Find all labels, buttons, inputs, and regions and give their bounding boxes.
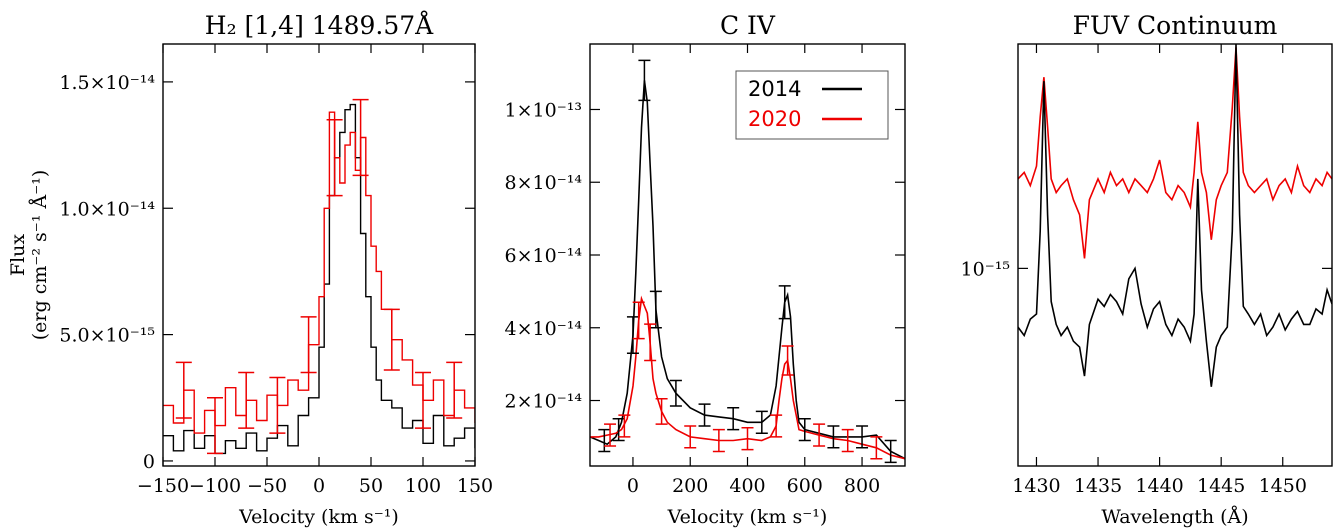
panel-1-ytick-label: 8×10⁻¹⁴ [505, 172, 583, 194]
panel-1-errorbar-2020 [684, 425, 697, 449]
panel-1-xtick-label: 400 [729, 475, 765, 497]
panel-1-errorbar-2020 [604, 423, 617, 447]
panel-2-x-axis-label: Wavelength (Å) [1101, 506, 1248, 528]
panel-1-xtick-label: 600 [787, 475, 823, 497]
panel-1-series-2020 [590, 295, 905, 460]
panel-1-errorbar-2014 [638, 59, 651, 102]
panel-1-x-axis-label: Velocity (km s⁻¹) [667, 506, 828, 528]
y-axis-label-units: (erg cm⁻² s⁻¹ Å⁻¹) [29, 170, 51, 341]
panel-1-errorbar-2014 [778, 285, 791, 320]
panel-0-xtick-label: −100 [189, 475, 241, 497]
panel-0-xtick-label: 100 [405, 475, 441, 497]
panel-1-errorbar-2014 [884, 439, 897, 464]
panel-1-errorbar-2014 [755, 410, 768, 435]
panel-2-series-2020 [1018, 47, 1332, 259]
panel-0-xtick-label: −150 [137, 475, 189, 497]
panel-0-errorbar-2020 [175, 361, 192, 419]
panel-1-errorbar-2020 [741, 427, 754, 451]
panel-2-xtick-label: 1440 [1135, 475, 1183, 497]
panel-0-ytick-label: 0 [143, 451, 155, 473]
panel-1-ytick-label: 6×10⁻¹⁴ [505, 245, 583, 267]
panel-1-errorbar-2020 [644, 323, 657, 362]
panel-2-ytick-label: 10⁻¹⁵ [961, 258, 1010, 280]
panel-1-ytick-label: 4×10⁻¹⁴ [505, 318, 583, 340]
panel-0-errorbar-2020 [326, 119, 343, 197]
panel-1-errorbar-2014 [727, 407, 740, 431]
panel-1-errorbar-2020 [712, 428, 725, 453]
panel-1-xtick-label: 200 [672, 475, 708, 497]
panel-0-errorbar-2020 [352, 98, 369, 177]
panel-0-errorbar-2020 [446, 361, 463, 419]
panel-civ: C IV Velocity (km s⁻¹) 0 200 400 600 800 2×10⁻¹… [505, 11, 906, 528]
panel-0-errorbar-2020 [415, 371, 431, 429]
panel-1-title: C IV [720, 11, 776, 40]
panel-0-errorbar-2020 [207, 397, 223, 455]
panel-1-errorbar-2014 [827, 425, 840, 449]
panel-1-errorbar-2020 [655, 397, 668, 425]
panel-0-frame [162, 43, 476, 467]
panel-1-errorbar-2020 [770, 414, 783, 438]
panel-1-xtick-label: 0 [627, 475, 639, 497]
legend-label-2020: 2020 [748, 107, 801, 131]
panel-1-errorbar-2020 [813, 423, 826, 447]
panel-2-xtick-label: 1430 [1012, 475, 1060, 497]
panel-1-errorbar-2014 [598, 428, 611, 453]
panel-1-errorbar-2014 [698, 403, 711, 427]
panel-1-errorbar-2014 [856, 425, 869, 449]
legend-box [735, 70, 889, 140]
panel-0-ytick-label: 5.0×10⁻¹⁵ [59, 325, 155, 347]
panel-0-x-axis-label: Velocity (km s⁻¹) [238, 506, 399, 528]
panel-2-plot-area [1018, 44, 1332, 387]
panel-2-xtick-label: 1445 [1197, 475, 1245, 497]
panel-1-errorbar-2020 [870, 436, 883, 460]
panel-1-errorbar-2020 [841, 428, 854, 453]
panel-0-xtick-label: 0 [313, 475, 325, 497]
panel-0-errorbar-2020 [238, 371, 255, 429]
panel-h2: H₂ [1,4] 1489.57Å Velocity (km s⁻¹) −150 −1… [59, 10, 493, 528]
panel-2-series-2014 [1018, 44, 1332, 387]
panel-0-title: H₂ [1,4] 1489.57Å [205, 10, 434, 40]
panel-1-errorbar-2020 [632, 301, 645, 340]
panel-1-errorbar-2014 [626, 316, 639, 354]
panel-2-frame [1017, 43, 1333, 467]
panel-0-plot-area [163, 98, 475, 455]
panel-1-errorbar-2014 [649, 290, 662, 329]
panel-0-ytick-label: 1.5×10⁻¹⁴ [59, 72, 155, 94]
panel-0-xtick-label: 150 [457, 475, 493, 497]
y-axis-label-main: Flux [7, 234, 29, 276]
panel-0-xtick-label: 50 [359, 475, 383, 497]
panel-1-legend: 2014 2020 [735, 70, 889, 140]
panel-2-xtick-label: 1450 [1259, 475, 1307, 497]
legend-label-2014: 2014 [748, 77, 801, 101]
panel-1-errorbar-2014 [798, 417, 811, 442]
panel-1-ytick-label: 2×10⁻¹⁴ [505, 391, 583, 413]
panel-1-plot-area [590, 59, 905, 464]
panel-1-errorbar-2020 [618, 414, 631, 438]
panel-1-series-2014 [590, 80, 905, 460]
panel-0-errorbar-2020 [300, 316, 317, 374]
panel-2-title: FUV Continuum [1073, 11, 1278, 40]
panel-0-errorbar-2020 [383, 308, 400, 371]
panel-1-xtick-label: 800 [844, 475, 880, 497]
panel-1-errorbar-2020 [781, 345, 794, 376]
panel-fuv-continuum: FUV Continuum Wavelength (Å) 1430 1435 1440 1… [961, 11, 1333, 528]
panel-0-errorbar-2020 [269, 376, 286, 434]
panel-0-xtick-label: −50 [247, 475, 287, 497]
panel-0-series-2014 [163, 103, 475, 455]
y-axis-label: Flux (erg cm⁻² s⁻¹ Å⁻¹) [7, 170, 51, 341]
panel-1-ytick-label: 1×10⁻¹³ [505, 99, 582, 121]
panel-2-xtick-label: 1435 [1074, 475, 1122, 497]
panel-0-ytick-label: 1.0×10⁻¹⁴ [59, 198, 155, 220]
panel-1-errorbar-2014 [669, 379, 682, 407]
